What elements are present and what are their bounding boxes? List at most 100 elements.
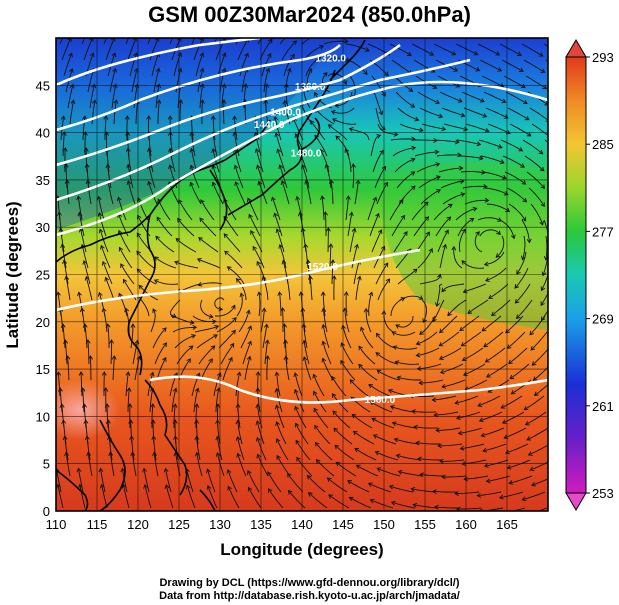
streamline-arrow — [65, 355, 71, 360]
streamline-arrow — [483, 261, 489, 267]
streamline — [217, 420, 221, 445]
streamline-arrow — [354, 447, 360, 453]
streamline-arrow — [385, 278, 391, 284]
streamline — [227, 486, 240, 509]
streamline-arrow — [476, 141, 482, 147]
streamline — [397, 376, 421, 381]
streamline-arrow — [82, 403, 87, 408]
streamline — [287, 473, 304, 493]
streamline-arrow — [261, 275, 267, 281]
streamline — [77, 196, 83, 221]
streamline — [481, 427, 505, 437]
streamline-arrow — [234, 181, 239, 186]
streamline-arrow — [112, 83, 118, 89]
streamline-arrow — [503, 191, 509, 196]
streamline — [327, 73, 347, 85]
streamline-arrow — [457, 98, 463, 103]
streamline — [373, 434, 397, 445]
streamline-arrow — [155, 67, 161, 73]
streamline — [355, 276, 361, 301]
streamline-arrow — [267, 52, 272, 58]
streamline-arrow — [286, 67, 292, 73]
streamline-arrow — [539, 220, 544, 226]
streamline — [354, 448, 377, 461]
streamline — [258, 292, 261, 317]
streamline-arrow — [399, 199, 404, 204]
streamline-arrow — [126, 180, 132, 185]
streamline — [549, 172, 564, 191]
streamline-arrow — [224, 250, 229, 256]
streamline-arrow — [369, 401, 375, 406]
streamline — [530, 203, 544, 225]
streamline — [455, 207, 477, 221]
streamline-arrow — [460, 112, 466, 118]
streamline — [375, 107, 386, 130]
streamline — [344, 308, 350, 333]
streamline — [351, 244, 358, 269]
streamline-arrow — [101, 260, 107, 266]
streamline-arrow — [458, 165, 464, 171]
streamline — [262, 276, 269, 301]
streamline — [500, 139, 523, 152]
streamline — [478, 139, 502, 149]
streamline-arrow — [254, 148, 260, 153]
streamline — [200, 199, 215, 221]
streamline — [529, 315, 546, 336]
streamline — [395, 361, 420, 365]
streamline-arrow — [120, 263, 125, 269]
streamline — [322, 292, 326, 317]
streamline-arrow — [375, 212, 380, 218]
streamline — [347, 212, 353, 237]
streamline-arrow — [486, 373, 491, 378]
streamline — [302, 308, 306, 333]
streamline — [285, 340, 288, 365]
streamline-arrow — [342, 307, 348, 313]
streamline — [191, 38, 196, 45]
streamline — [172, 326, 197, 333]
streamline — [59, 308, 64, 333]
streamline — [82, 116, 86, 141]
streamline — [122, 484, 130, 509]
streamline-arrow — [294, 422, 300, 428]
streamline-arrow — [319, 44, 324, 50]
streamline — [215, 388, 220, 413]
streamline-arrow — [491, 311, 496, 317]
streamline-arrow — [105, 163, 111, 169]
streamline-arrow — [255, 164, 261, 170]
streamline-arrow — [459, 326, 464, 332]
streamline — [436, 427, 461, 431]
streamline — [477, 217, 502, 222]
streamline-arrow — [275, 438, 281, 443]
streamline-arrow — [194, 387, 200, 393]
streamline-arrow — [256, 260, 261, 266]
streamline — [154, 279, 179, 285]
streamline-arrow — [80, 387, 86, 392]
streamline-arrow — [69, 68, 74, 73]
streamline-arrow — [441, 474, 446, 480]
streamline-arrow — [128, 419, 134, 424]
streamline-arrow — [274, 404, 280, 410]
streamline-arrow — [397, 469, 403, 475]
streamline-arrow — [82, 259, 88, 265]
streamline — [347, 59, 368, 75]
streamline-arrow — [275, 228, 281, 234]
streamline-arrow — [349, 379, 355, 384]
streamline — [174, 436, 179, 461]
streamline — [484, 459, 509, 467]
streamline — [169, 132, 174, 157]
streamline-arrow — [226, 468, 232, 474]
streamline — [397, 268, 418, 285]
streamline — [546, 155, 548, 158]
streamline — [314, 134, 328, 157]
streamline — [482, 443, 507, 452]
streamline — [501, 395, 523, 409]
streamline — [325, 164, 332, 189]
streamline — [477, 491, 502, 497]
streamline-arrow — [478, 417, 484, 423]
streamline-arrow — [375, 352, 381, 357]
streamline-arrow — [278, 243, 284, 249]
streamline-arrow — [101, 371, 107, 376]
streamline — [106, 404, 109, 429]
streamline — [396, 171, 415, 189]
